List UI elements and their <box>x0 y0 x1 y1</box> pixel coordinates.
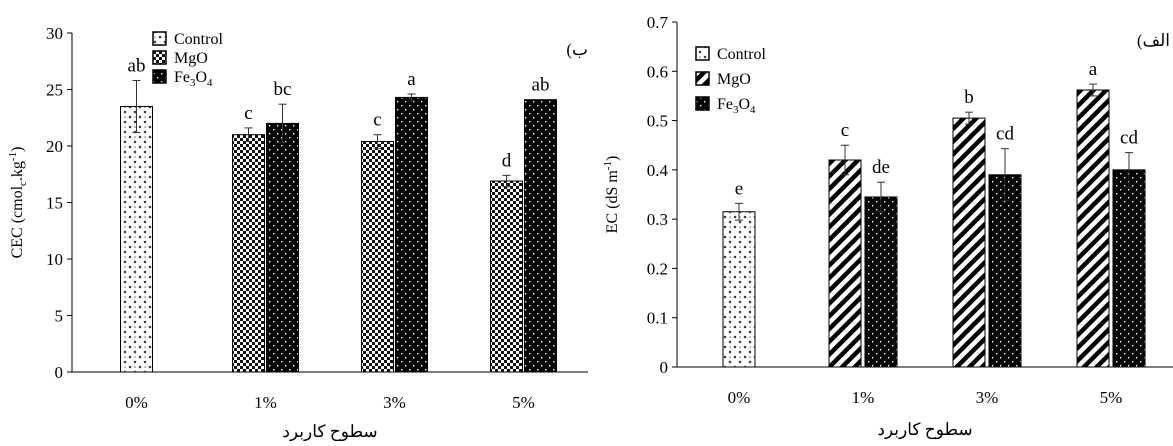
y-axis-label: EC (dS m-1) <box>602 156 621 234</box>
x-tick-label: 0% <box>728 388 751 407</box>
significance-letter: c <box>841 120 849 141</box>
legend-swatch <box>152 31 167 46</box>
legend-swatch <box>695 46 710 61</box>
y-tick-label: 0.6 <box>647 62 668 81</box>
legend-swatch <box>695 96 710 111</box>
significance-letter: de <box>872 157 890 178</box>
bar <box>524 99 557 373</box>
panel-label: (ب <box>566 40 588 59</box>
significance-letter: bc <box>274 79 292 100</box>
significance-letter: ab <box>532 75 550 96</box>
bar <box>120 105 153 373</box>
legend-label: MgO <box>174 50 208 67</box>
y-tick-label: 0 <box>55 363 64 382</box>
y-tick-label: 10 <box>46 250 63 269</box>
bar <box>952 117 986 368</box>
y-tick-label: 0.4 <box>647 161 669 180</box>
panel-label: (الف <box>1137 31 1170 50</box>
bar <box>1076 89 1110 368</box>
legend-swatch <box>695 71 710 86</box>
y-tick-label: 30 <box>46 24 63 43</box>
y-tick-label: 25 <box>46 81 63 100</box>
significance-letter: a <box>407 69 416 90</box>
ec-chart-panel: 0 0.1 0.2 0.3 0.4 0.5 0.6 0.7 EC (dS m-1) 0% 1% 3% 5… <box>595 0 1173 441</box>
ec-chart: 0 0.1 0.2 0.3 0.4 0.5 0.6 0.7 EC (dS m-1) 0% 1% 3% 5… <box>602 13 1173 440</box>
x-tick-label: 1% <box>852 388 875 407</box>
legend-label: Control <box>717 46 766 63</box>
x-axis-label: سطوح کاربرد <box>877 420 972 440</box>
x-tick-label: 3% <box>976 388 999 407</box>
significance-letter: d <box>502 150 512 171</box>
legend-swatch <box>152 50 167 65</box>
legend-label: Fe3O4 <box>717 96 756 116</box>
bar <box>361 140 394 373</box>
significance-letter: a <box>1089 59 1098 80</box>
x-tick-label: 0% <box>125 393 148 412</box>
x-tick-label: 1% <box>254 393 277 412</box>
y-tick-label: 0.5 <box>647 112 668 131</box>
cec-chart: 0 5 10 15 20 25 30 CEC (cmolc.kg-1) 0% 1% 3% 5% ab c b… <box>7 24 588 442</box>
y-tick-label: 20 <box>46 137 63 156</box>
significance-letter: e <box>735 178 743 199</box>
y-tick-label: 5 <box>55 307 64 326</box>
bar <box>988 174 1022 368</box>
bar <box>395 96 428 373</box>
y-tick-label: 0.2 <box>647 259 668 278</box>
y-tick-label: 0 <box>660 358 669 377</box>
bar <box>232 134 265 373</box>
significance-letter: c <box>373 110 381 131</box>
legend-label: MgO <box>717 71 751 88</box>
bar <box>864 196 898 368</box>
legend-label: Control <box>174 31 223 48</box>
bar <box>490 180 523 373</box>
bar <box>266 122 299 373</box>
bar <box>1112 169 1146 368</box>
significance-letter: b <box>964 87 974 108</box>
y-tick-label: 0.1 <box>647 309 668 328</box>
y-tick-label: 0.3 <box>647 210 668 229</box>
x-tick-label: 5% <box>1100 388 1123 407</box>
x-tick-label: 5% <box>512 393 535 412</box>
bar <box>828 159 862 368</box>
y-tick-label: 0.7 <box>647 13 669 32</box>
cec-chart-panel: 0 5 10 15 20 25 30 CEC (cmolc.kg-1) 0% 1% 3% 5% ab c b… <box>0 0 590 442</box>
significance-letter: cd <box>1120 128 1138 149</box>
y-tick-label: 15 <box>46 194 63 213</box>
significance-letter: c <box>244 103 252 124</box>
significance-letter: cd <box>996 124 1014 145</box>
significance-letter: ab <box>128 55 146 76</box>
legend-label: Fe3O4 <box>174 69 213 89</box>
bar <box>722 211 756 368</box>
y-axis-label: CEC (cmolc.kg-1) <box>7 147 29 259</box>
x-tick-label: 3% <box>383 393 406 412</box>
legend-swatch <box>152 69 167 84</box>
x-axis-label: سطوح کاربرد <box>282 422 377 441</box>
